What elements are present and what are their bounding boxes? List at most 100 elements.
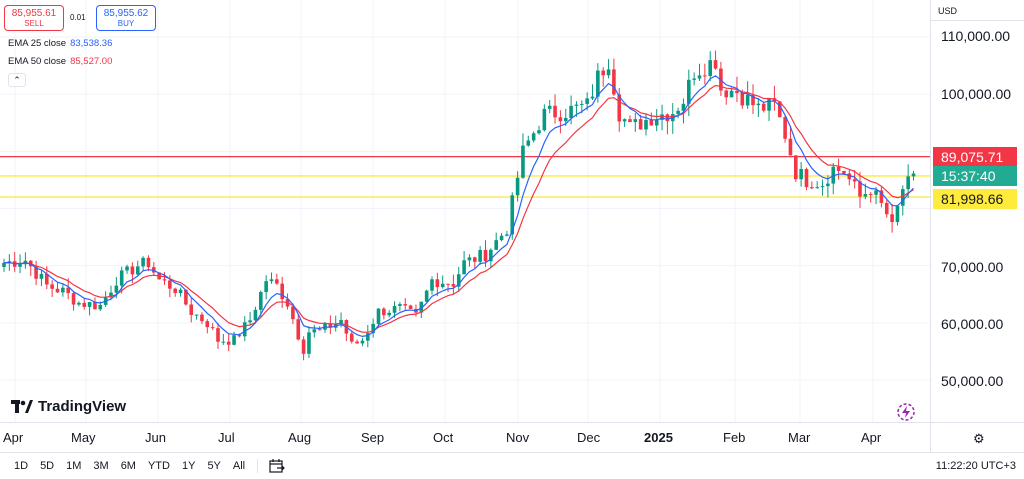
candle-body bbox=[430, 279, 434, 291]
time-label: Jun bbox=[145, 430, 166, 445]
range-3m-button[interactable]: 3M bbox=[93, 460, 109, 472]
candle-body bbox=[178, 289, 183, 293]
time-label: Sep bbox=[361, 430, 385, 445]
time-label: Oct bbox=[433, 430, 454, 445]
ema25-legend[interactable]: EMA 25 close 83,538.36 bbox=[8, 38, 112, 49]
buy-price: 85,955.62 bbox=[103, 7, 149, 19]
candle-body bbox=[820, 186, 825, 188]
toolbar-divider bbox=[257, 459, 259, 473]
candle-body bbox=[911, 173, 916, 177]
price-axis[interactable]: USD 110,000.00 100,000.00 70,000.00 60,0… bbox=[930, 0, 1024, 422]
gear-icon[interactable]: ⚙ bbox=[973, 431, 985, 446]
sell-price: 85,955.61 bbox=[11, 7, 57, 19]
candle-body bbox=[574, 104, 579, 106]
candle-body bbox=[248, 320, 252, 323]
candle-body bbox=[542, 108, 547, 131]
candle-body bbox=[87, 302, 92, 307]
candle-body bbox=[34, 266, 38, 279]
range-all-button[interactable]: All bbox=[232, 460, 246, 472]
candlestick-series bbox=[2, 50, 916, 361]
candle-body bbox=[125, 266, 129, 271]
yellow-line-price-tag: 81,998.66 bbox=[933, 189, 1017, 209]
range-1d-button[interactable]: 1D bbox=[14, 460, 29, 472]
candle-body bbox=[135, 266, 140, 275]
candle-body bbox=[301, 339, 306, 354]
candle-body bbox=[456, 274, 461, 287]
chart-grid bbox=[0, 0, 930, 422]
candle-body bbox=[312, 329, 317, 333]
tradingview-logo: TradingView bbox=[11, 398, 126, 415]
range-6m-button[interactable]: 6M bbox=[120, 460, 136, 472]
tradingview-wordmark: TradingView bbox=[38, 398, 127, 415]
range-5d-button[interactable]: 5D bbox=[40, 460, 55, 472]
range-1m-button[interactable]: 1M bbox=[66, 460, 82, 472]
candle-body bbox=[521, 145, 525, 178]
candle-body bbox=[366, 333, 370, 341]
legend-collapse-button[interactable]: ⌃ bbox=[8, 73, 26, 87]
ema50-legend[interactable]: EMA 50 close 85,527.00 bbox=[8, 56, 112, 67]
candle-body bbox=[745, 94, 750, 106]
candle-body bbox=[697, 75, 702, 79]
lightning-icon[interactable] bbox=[896, 402, 916, 422]
candle-body bbox=[93, 302, 97, 310]
price-chart[interactable] bbox=[0, 0, 930, 422]
currency-selector[interactable]: USD bbox=[938, 6, 958, 16]
candle-body bbox=[119, 270, 124, 286]
candle-body bbox=[563, 117, 568, 122]
time-axis[interactable]: Apr May Jun Jul Aug Sep Oct Nov Dec 2025… bbox=[0, 422, 930, 452]
candle-body bbox=[349, 333, 354, 342]
candle-body bbox=[216, 328, 220, 342]
candle-body bbox=[141, 257, 145, 267]
buy-button[interactable]: 85,955.62 BUY bbox=[96, 5, 156, 31]
candle-body bbox=[328, 323, 333, 328]
time-label: Feb bbox=[723, 430, 746, 445]
candle-body bbox=[462, 260, 466, 275]
bar-countdown-tag: 15:37:40 bbox=[933, 166, 1017, 186]
candle-body bbox=[39, 273, 44, 279]
candle-body bbox=[419, 301, 424, 313]
ema25-legend-label: EMA 25 close bbox=[8, 38, 67, 49]
candle-body bbox=[253, 309, 258, 321]
price-label: 70,000.00 bbox=[941, 259, 1004, 275]
time-label: Jul bbox=[218, 430, 235, 445]
candle-body bbox=[226, 341, 231, 345]
candle-body bbox=[109, 292, 113, 298]
range-5y-button[interactable]: 5Y bbox=[207, 460, 221, 472]
candle-body bbox=[50, 284, 54, 289]
candle-body bbox=[61, 287, 65, 293]
candle-body bbox=[205, 321, 210, 328]
candle-body bbox=[483, 249, 488, 262]
sell-button[interactable]: 85,955.61 SELL bbox=[4, 5, 64, 31]
candle-body bbox=[210, 327, 215, 329]
candle-body bbox=[184, 289, 188, 305]
candle-body bbox=[280, 283, 284, 300]
time-label: Aug bbox=[288, 430, 312, 445]
candle-body bbox=[906, 176, 910, 190]
ema25-line bbox=[3, 75, 914, 338]
candle-body bbox=[681, 103, 686, 111]
chart-pane[interactable]: 85,955.61 SELL 0.01 85,955.62 BUY EMA 25… bbox=[0, 0, 930, 422]
utc-clock[interactable]: 11:22:20 UTC+3 bbox=[935, 460, 1016, 472]
candle-body bbox=[200, 314, 204, 322]
candle-body bbox=[451, 284, 456, 287]
candle-body bbox=[654, 119, 659, 126]
candle-body bbox=[863, 194, 868, 197]
tradingview-mark-icon bbox=[11, 399, 33, 413]
candle-body bbox=[71, 293, 76, 305]
candle-body bbox=[82, 302, 87, 307]
range-ytd-button[interactable]: YTD bbox=[147, 460, 170, 472]
candle-body bbox=[537, 130, 541, 134]
candle-body bbox=[601, 70, 605, 76]
price-label: 60,000.00 bbox=[941, 316, 1004, 332]
candle-body bbox=[242, 322, 247, 337]
range-1y-button[interactable]: 1Y bbox=[181, 460, 196, 472]
candle-body bbox=[606, 69, 611, 76]
candle-body bbox=[515, 177, 520, 196]
candle-body bbox=[767, 98, 771, 111]
candle-body bbox=[173, 288, 177, 293]
calendar-goto-icon[interactable] bbox=[268, 458, 286, 474]
candle-body bbox=[590, 96, 595, 99]
candle-body bbox=[398, 304, 402, 306]
candle-body bbox=[408, 305, 413, 309]
candle-body bbox=[237, 335, 242, 337]
